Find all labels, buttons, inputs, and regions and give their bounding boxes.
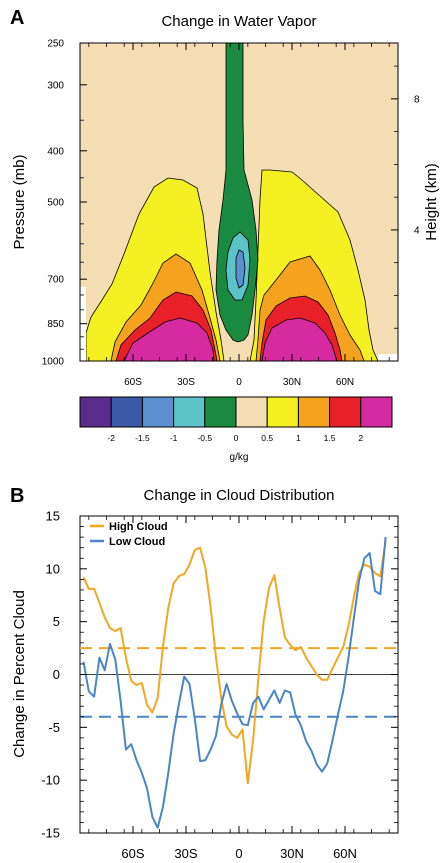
colorbar-swatch [173, 396, 206, 428]
panel-a-letter: A [10, 7, 24, 29]
contour-magenta-left [123, 317, 215, 361]
y-tick-label-a: 400 [47, 146, 64, 157]
colorbar-swatch [360, 396, 393, 428]
colorbar: -2 -1.5 -1 -0.5 0 0.5 1 1.5 2 [79, 396, 393, 443]
y-tick-label-a: 1000 [42, 357, 65, 368]
colorbar-swatch [110, 396, 143, 428]
y-tick-label-a: 300 [47, 80, 64, 91]
colorbar-tick-label: 0.5 [261, 433, 273, 443]
colorbar-tick-label: 0 [234, 433, 239, 443]
x-tick-label-b: 60N [333, 846, 357, 861]
colorbar-tick-label: -2 [107, 433, 115, 443]
panel-a-ticks: 250 300 400 500 700 850 1000 4 8 60S 30S 0 30N 60N [42, 39, 420, 389]
x-tick-label-b: 30N [280, 846, 304, 861]
contour-blue-center [235, 249, 246, 289]
panel-b-letter: B [10, 485, 24, 507]
low-cloud-legend-label: Low Cloud [109, 536, 165, 548]
high-cloud-legend-label: High Cloud [109, 521, 168, 533]
x-tick-label-a: 30S [177, 377, 195, 388]
x-tick-label-a: 60N [336, 377, 354, 388]
right-tick-label-a: 8 [414, 94, 420, 105]
low-cloud-series-line [82, 537, 387, 829]
line-plot [80, 537, 398, 829]
colorbar-swatch [329, 396, 362, 428]
y-tick-label-b: -5 [48, 720, 60, 735]
y-tick-label-b: 5 [53, 614, 60, 629]
colorbar-swatch [141, 396, 175, 428]
y-tick-label-a: 850 [47, 319, 64, 330]
x-tick-label-a: 0 [236, 377, 242, 388]
x-tick-label-b: 30S [174, 846, 197, 861]
high-cloud-series-line [82, 541, 387, 785]
right-tick-label-a: 4 [414, 225, 420, 236]
y-tick-label-b: 15 [46, 509, 60, 524]
panel-a-title: Change in Water Vapor [161, 13, 316, 30]
panel-b-ylabel: Change in Percent Cloud [11, 590, 28, 758]
x-tick-label-b: 0 [235, 846, 242, 861]
y-tick-label-a: 500 [47, 198, 64, 209]
colorbar-tick-label: -1 [170, 433, 178, 443]
colorbar-swatch [204, 396, 237, 428]
y-tick-label-b: 10 [46, 561, 60, 576]
contour-magenta-right [261, 317, 338, 361]
colorbar-swatch [297, 396, 331, 428]
y-tick-label-b: -15 [41, 826, 60, 841]
panel-a: A Change in Water Vapor Pressure (mb) He… [10, 7, 440, 463]
colorbar-tick-label: 2 [358, 433, 363, 443]
panel-b-title: Change in Cloud Distribution [144, 487, 335, 504]
legend: High Cloud Low Cloud [90, 521, 168, 548]
panel-b: B Change in Cloud Distribution Change in… [10, 485, 399, 861]
x-tick-label-a: 30N [283, 377, 301, 388]
panel-a-ylabel-right: Height (km) [423, 163, 440, 241]
colorbar-swatch [79, 396, 112, 428]
panel-b-ticks: -15 -10 -5 0 5 10 15 60S 30S 0 30N 60N [41, 509, 398, 861]
panel-a-ylabel: Pressure (mb) [11, 154, 28, 249]
x-tick-label-b: 60S [121, 846, 144, 861]
colorbar-tick-label: -0.5 [197, 433, 212, 443]
colorbar-swatch [266, 396, 299, 428]
colorbar-tick-label: 1.5 [324, 433, 336, 443]
colorbar-tick-label: -1.5 [135, 433, 150, 443]
y-tick-label-b: -10 [41, 773, 60, 788]
y-tick-label-b: 0 [53, 667, 60, 682]
x-tick-label-a: 60S [124, 377, 142, 388]
colorbar-swatch [235, 396, 268, 428]
surface-gap-right [378, 354, 398, 361]
contour-plot [80, 43, 398, 361]
colorbar-tick-label: 1 [296, 433, 301, 443]
y-tick-label-a: 250 [47, 39, 64, 50]
colorbar-label: g/kg [230, 452, 249, 463]
y-tick-label-a: 700 [47, 275, 64, 286]
